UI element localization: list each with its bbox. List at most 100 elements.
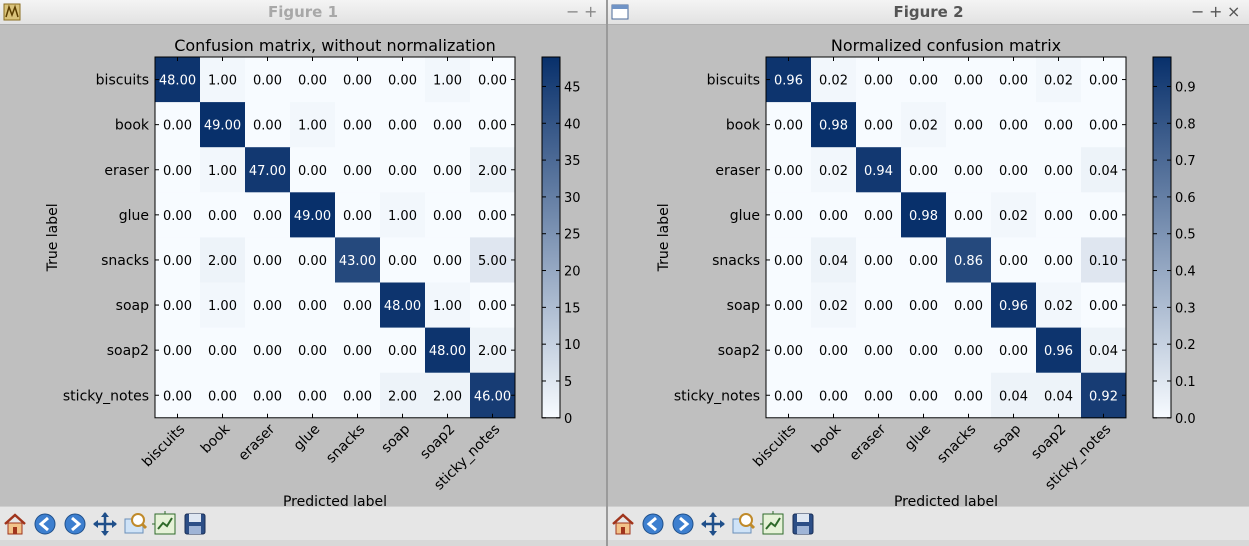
cell-value-label: 0.00 xyxy=(253,209,282,224)
save-icon[interactable] xyxy=(182,511,208,537)
minimize-button[interactable]: − xyxy=(1191,2,1211,21)
cell-value-label: 5.00 xyxy=(478,254,507,269)
heatmap-cell xyxy=(991,282,1037,329)
cell-value-label: 0.00 xyxy=(253,74,282,89)
cell-value-label: 0.00 xyxy=(774,209,803,224)
window-titlebar[interactable]: Figure 1 −+ xyxy=(0,0,606,25)
heatmap-cell xyxy=(200,147,246,193)
heatmap-cell xyxy=(946,237,992,283)
heatmap-cell xyxy=(1036,57,1082,103)
cell-value-label: 0.00 xyxy=(954,74,983,89)
heatmap-cell xyxy=(290,327,336,374)
heatmap-cell xyxy=(155,147,201,193)
heatmap-cell xyxy=(425,237,471,283)
status-bar xyxy=(608,540,1249,546)
x-tick-label: biscuits xyxy=(139,421,188,470)
pan-icon[interactable] xyxy=(92,511,118,537)
cell-value-label: 0.00 xyxy=(163,209,192,224)
cell-value-label: 0.00 xyxy=(819,389,848,404)
colorbar-tick-label: 0.1 xyxy=(1175,375,1196,390)
heatmap-cell xyxy=(1036,237,1082,283)
heatmap-cell xyxy=(856,147,902,193)
cell-value-label: 0.00 xyxy=(388,119,417,134)
colorbar-tick-label: 0.8 xyxy=(1175,117,1196,132)
forward-arrow-icon[interactable] xyxy=(670,511,696,537)
heatmap-cell xyxy=(200,192,246,238)
cell-value-label: 0.00 xyxy=(909,164,938,179)
configure-subplots-icon[interactable] xyxy=(152,511,178,537)
heatmap-cell xyxy=(470,147,516,193)
confusion-matrix-plot: Confusion matrix, without normalization 4… xyxy=(45,36,581,506)
cell-value-label: 0.00 xyxy=(253,389,282,404)
heatmap-cell xyxy=(155,102,201,148)
heatmap-cell xyxy=(1081,327,1127,374)
heatmap-cell xyxy=(901,102,947,148)
cell-value-label: 1.00 xyxy=(433,74,462,89)
y-axis-label: True label xyxy=(45,203,61,272)
back-arrow-icon[interactable] xyxy=(640,511,666,537)
close-button[interactable]: × xyxy=(1227,2,1247,21)
heatmap-cell xyxy=(766,102,812,148)
cell-value-label: 0.00 xyxy=(909,74,938,89)
colorbar-tick-label: 0.4 xyxy=(1175,265,1196,280)
cell-value-label: 48.00 xyxy=(159,74,196,89)
cell-value-label: 0.00 xyxy=(163,119,192,134)
heatmap-cell xyxy=(380,372,426,419)
colorbar-tick-label: 0.3 xyxy=(1175,301,1196,316)
heatmap-cell xyxy=(946,327,992,374)
heatmap-cell xyxy=(245,102,291,148)
colorbar-tick-label: 10 xyxy=(564,338,581,353)
save-icon[interactable] xyxy=(790,511,816,537)
heatmap-cell xyxy=(380,327,426,374)
home-icon[interactable] xyxy=(610,511,636,537)
colorbar-tick-label: 0.0 xyxy=(1175,412,1196,427)
cell-value-label: 2.00 xyxy=(478,344,507,359)
cell-value-label: 0.00 xyxy=(478,119,507,134)
heatmap-cell xyxy=(1081,192,1127,238)
y-tick-label: soap2 xyxy=(718,343,760,359)
cell-value-label: 0.00 xyxy=(388,254,417,269)
heatmap-cell xyxy=(811,102,857,148)
cell-value-label: 0.92 xyxy=(1089,389,1118,404)
heatmap-cell xyxy=(946,372,992,419)
cell-value-label: 0.02 xyxy=(1044,74,1073,89)
y-tick-label: glue xyxy=(119,208,149,224)
cell-value-label: 0.00 xyxy=(774,254,803,269)
heatmap-cell xyxy=(901,57,947,103)
back-arrow-icon[interactable] xyxy=(32,511,58,537)
heatmap-cell xyxy=(991,102,1037,148)
app-icon xyxy=(611,4,629,20)
cell-value-label: 2.00 xyxy=(388,389,417,404)
pan-icon[interactable] xyxy=(700,511,726,537)
heatmap-cell xyxy=(200,102,246,148)
home-icon[interactable] xyxy=(2,511,28,537)
heatmap-cell xyxy=(1081,147,1127,193)
cell-value-label: 0.96 xyxy=(999,299,1028,314)
y-tick-label: biscuits xyxy=(96,73,149,89)
cell-value-label: 0.00 xyxy=(819,344,848,359)
cell-value-label: 1.00 xyxy=(208,299,237,314)
window-titlebar[interactable]: Figure 2 −+× xyxy=(608,0,1249,25)
forward-arrow-icon[interactable] xyxy=(62,511,88,537)
cell-value-label: 1.00 xyxy=(388,209,417,224)
zoom-icon[interactable] xyxy=(730,511,756,537)
maximize-button[interactable]: + xyxy=(584,2,604,21)
cell-value-label: 0.00 xyxy=(909,299,938,314)
maximize-button[interactable]: + xyxy=(1209,2,1229,21)
cell-value-label: 0.00 xyxy=(208,389,237,404)
heatmap-cell xyxy=(766,237,812,283)
minimize-button[interactable]: − xyxy=(566,2,586,21)
heatmap-cell xyxy=(335,237,381,283)
zoom-icon[interactable] xyxy=(122,511,148,537)
heatmap-cell xyxy=(766,192,812,238)
y-tick-label: snacks xyxy=(712,253,760,269)
cell-value-label: 0.04 xyxy=(1089,344,1118,359)
configure-subplots-icon[interactable] xyxy=(760,511,786,537)
heatmap-cell xyxy=(1036,147,1082,193)
figure-2-window: Figure 2 −+× Normalized confusion matrix… xyxy=(608,0,1249,546)
heatmap-cell xyxy=(155,327,201,374)
cell-value-label: 49.00 xyxy=(204,119,241,134)
cell-value-label: 0.04 xyxy=(1044,389,1073,404)
cell-value-label: 47.00 xyxy=(249,164,286,179)
x-axis-label: Predicted label xyxy=(894,494,998,506)
